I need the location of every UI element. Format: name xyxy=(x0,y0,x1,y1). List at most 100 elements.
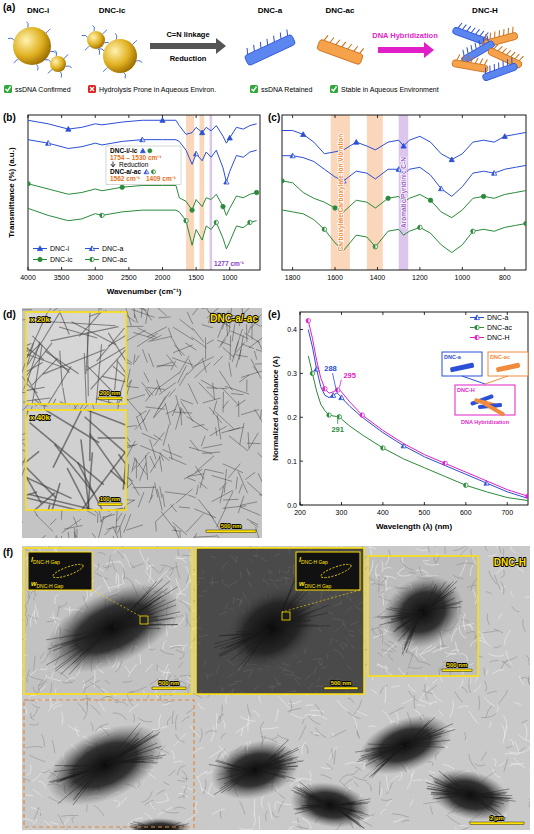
texture xyxy=(113,713,127,720)
check-icon xyxy=(332,87,337,92)
plot-data xyxy=(306,319,528,501)
texture xyxy=(22,719,23,727)
marker-shape xyxy=(248,220,252,224)
fiber xyxy=(43,349,105,374)
texture xyxy=(116,797,126,808)
fiber xyxy=(86,511,95,516)
fiber xyxy=(157,380,161,392)
ssdna xyxy=(14,59,18,63)
marker xyxy=(492,171,497,176)
fiber xyxy=(26,343,52,391)
texture xyxy=(75,727,79,736)
fiber xyxy=(155,386,159,395)
tick xyxy=(335,115,336,118)
marker xyxy=(428,198,432,202)
fiber xyxy=(154,405,165,418)
texture xyxy=(186,709,193,714)
fiber xyxy=(210,426,227,436)
ssdna xyxy=(330,37,334,43)
marker-shape xyxy=(90,257,92,261)
marker xyxy=(354,140,359,145)
marker xyxy=(474,315,479,320)
fiber xyxy=(76,529,77,537)
fiber xyxy=(86,312,90,374)
texture xyxy=(114,801,120,806)
marker-shape xyxy=(418,225,422,229)
texture xyxy=(519,747,525,751)
marker xyxy=(481,194,485,198)
nanoparticle xyxy=(87,31,105,49)
axis-title: Normalized Absorbance (A) xyxy=(271,356,280,461)
texture xyxy=(444,546,445,554)
marker xyxy=(100,213,104,217)
rod-body xyxy=(487,47,523,69)
marker-shape xyxy=(89,246,94,251)
tick xyxy=(28,115,29,118)
fiber xyxy=(165,492,186,495)
fiber xyxy=(256,527,262,538)
fiber xyxy=(260,409,262,418)
arrow-label: DNA Hybridization xyxy=(372,31,438,40)
fiber xyxy=(27,535,45,538)
texture xyxy=(305,745,308,754)
annotation: 1277 cm⁻¹ xyxy=(214,260,244,267)
marker-shape xyxy=(194,151,197,156)
fiber xyxy=(201,436,205,447)
marker xyxy=(200,130,205,135)
texture xyxy=(197,771,207,778)
fiber xyxy=(63,387,72,404)
fiber xyxy=(146,455,148,480)
annotation: Reduction xyxy=(119,161,149,168)
aggregate-streak xyxy=(108,745,154,774)
fiber xyxy=(126,477,133,481)
fiber xyxy=(194,509,216,518)
ssdna xyxy=(124,73,126,79)
texture xyxy=(326,763,333,769)
fiber xyxy=(170,504,176,512)
fiber xyxy=(127,444,137,448)
texture xyxy=(93,805,103,816)
texture xyxy=(313,733,320,734)
texture xyxy=(261,796,263,809)
fiber xyxy=(22,363,25,381)
tick xyxy=(229,115,230,118)
texture xyxy=(236,722,250,733)
marker xyxy=(148,149,152,153)
texture xyxy=(526,656,529,663)
band xyxy=(199,115,204,270)
fiber xyxy=(222,347,234,357)
texture xyxy=(435,546,443,547)
panel-label: (b) xyxy=(3,112,16,123)
aggregate-streak xyxy=(70,766,103,783)
fiber xyxy=(241,344,254,349)
texture xyxy=(478,696,480,710)
texture xyxy=(486,592,492,594)
fiber xyxy=(192,308,202,315)
texture xyxy=(450,700,454,718)
marker-shape xyxy=(327,413,329,417)
fiber xyxy=(224,469,226,493)
fiber xyxy=(142,349,147,363)
texture xyxy=(493,759,496,766)
texture xyxy=(505,630,511,645)
marker-shape xyxy=(184,218,188,222)
tick-label: 4000 xyxy=(20,274,36,281)
fiber xyxy=(229,436,248,451)
marker xyxy=(90,257,94,261)
stage-label: DNC-a xyxy=(258,6,283,15)
texture xyxy=(330,730,346,738)
legend-label: DNC-H xyxy=(487,334,510,341)
fiber xyxy=(26,462,56,498)
fiber xyxy=(186,514,203,533)
fiber xyxy=(223,392,224,413)
legend-item: DNC-ic xyxy=(33,256,73,263)
texture xyxy=(184,786,187,799)
ssdna xyxy=(480,58,483,64)
texture xyxy=(506,746,512,748)
texture xyxy=(515,702,521,704)
marker-shape xyxy=(471,229,473,233)
texture xyxy=(469,754,476,769)
texture xyxy=(473,685,481,693)
texture xyxy=(458,706,469,709)
texture xyxy=(402,697,415,703)
